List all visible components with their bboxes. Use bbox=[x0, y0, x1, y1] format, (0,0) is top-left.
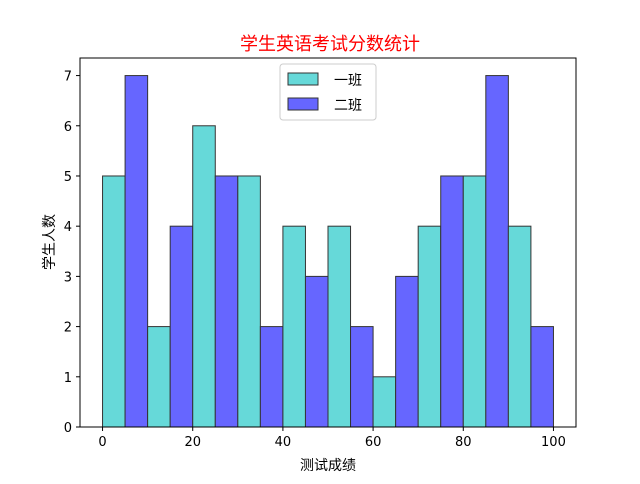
bar-series-1-bin-2 bbox=[147, 326, 171, 428]
bar-series-1-bin-6 bbox=[327, 225, 352, 428]
legend-swatch-class-1 bbox=[287, 72, 319, 86]
x-axis-label: 测试成绩 bbox=[300, 458, 356, 474]
x-tick-label: 60 bbox=[365, 435, 382, 450]
x-tick-label: 40 bbox=[275, 435, 292, 450]
y-tick-label: 5 bbox=[64, 170, 72, 185]
legend-label-class-1: 一班 bbox=[334, 73, 362, 89]
y-tick-label: 3 bbox=[64, 270, 72, 285]
bar-series-1-bin-1 bbox=[102, 175, 126, 428]
bar-series-2-bin-5 bbox=[304, 275, 329, 428]
bar-series-1-bin-9 bbox=[462, 175, 487, 428]
bar-series-1-bin-5 bbox=[282, 225, 306, 428]
y-tick-label: 1 bbox=[64, 371, 72, 386]
legend: 一班 二班 bbox=[279, 63, 377, 121]
bar-series-2-bin-10 bbox=[530, 326, 554, 428]
y-tick-label: 2 bbox=[64, 321, 72, 336]
bar-series-2-bin-2 bbox=[169, 225, 194, 428]
chart-title: 学生英语考试分数统计 bbox=[240, 34, 420, 55]
x-tick-label: 0 bbox=[98, 435, 106, 450]
y-axis-label: 学生人数 bbox=[42, 214, 58, 270]
bars-layer bbox=[102, 75, 554, 428]
y-tick-label: 4 bbox=[64, 220, 72, 235]
x-tick-label: 20 bbox=[184, 435, 201, 450]
y-tick-label: 6 bbox=[64, 120, 72, 135]
bar-series-2-bin-8 bbox=[440, 175, 464, 428]
bar-series-1-bin-7 bbox=[372, 376, 397, 428]
bar-series-1-bin-8 bbox=[417, 225, 442, 428]
legend-swatch-class-2 bbox=[287, 97, 319, 111]
bar-series-1-bin-3 bbox=[192, 125, 216, 428]
bar-series-2-bin-6 bbox=[350, 326, 374, 428]
y-tick-label: 0 bbox=[64, 421, 72, 436]
bar-series-2-bin-7 bbox=[395, 275, 419, 428]
plot-frame bbox=[79, 57, 577, 428]
bar-series-2-bin-4 bbox=[259, 326, 284, 428]
x-tick-label: 100 bbox=[541, 435, 566, 450]
bar-series-2-bin-9 bbox=[485, 75, 509, 428]
x-axis-ticks: 0 20 40 60 80 100 bbox=[98, 427, 566, 450]
y-tick-label: 7 bbox=[64, 70, 72, 85]
bar-series-1-bin-4 bbox=[237, 175, 261, 428]
bar-series-1-bin-10 bbox=[507, 225, 532, 428]
legend-label-class-2: 二班 bbox=[334, 98, 362, 114]
bar-series-2-bin-3 bbox=[214, 175, 239, 428]
y-axis-ticks: 0 1 2 3 4 5 6 7 bbox=[64, 70, 80, 436]
x-tick-label: 80 bbox=[455, 435, 472, 450]
bar-series-2-bin-1 bbox=[124, 75, 149, 428]
